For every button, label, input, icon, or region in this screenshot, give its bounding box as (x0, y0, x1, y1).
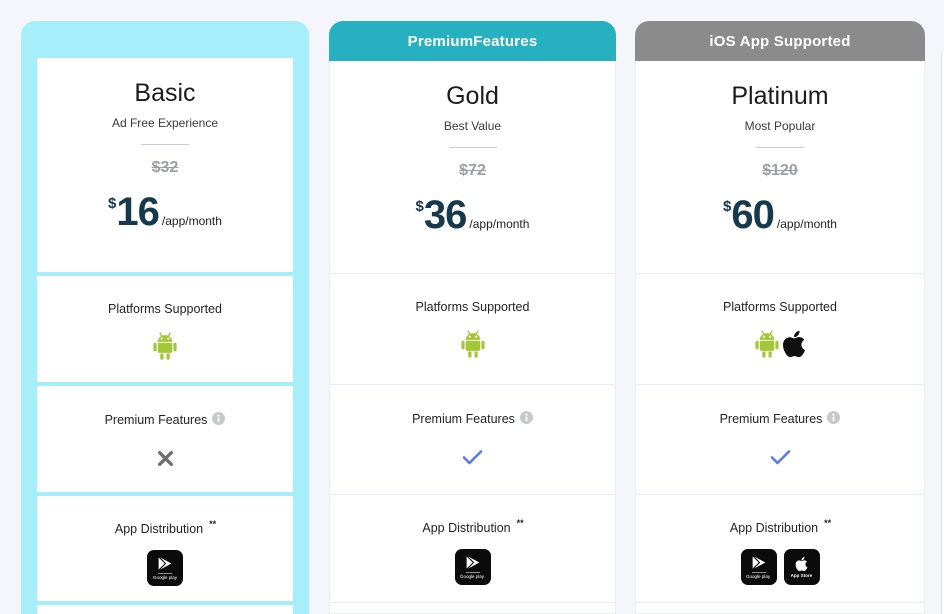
app-store-badge-label: App Store (790, 573, 813, 578)
price: $16/app/month (37, 192, 293, 232)
plan-name: Platinum (731, 82, 829, 110)
apple-icon (795, 556, 808, 571)
google-play-icon (158, 556, 172, 571)
premium-label: Premium Features (719, 412, 823, 426)
platinum-banner: iOS App Supported (635, 21, 925, 61)
plan-card-platinum: iOS App Supported Platinum Most Popular … (635, 21, 925, 614)
platinum-platforms-cell: Platforms Supported (636, 273, 924, 384)
gold-banner: PremiumFeatures (329, 21, 616, 61)
badge-microline (465, 572, 480, 573)
currency-symbol: $ (108, 195, 117, 212)
distribution-label: App Distribution (422, 521, 511, 535)
platinum-premium-cell: Premium Features (636, 384, 924, 494)
plan-card-gold: PremiumFeatures Gold Best Value $72 $36/… (329, 21, 616, 614)
basic-platforms-cell: Platforms Supported (37, 276, 293, 382)
check-icon (770, 449, 790, 464)
plan-tagline: Best Value (443, 119, 502, 133)
old-price: $72 (459, 162, 486, 179)
cross-icon (157, 450, 173, 466)
google-play-badge[interactable]: Google play (147, 550, 183, 586)
old-price: $120 (762, 162, 798, 179)
android-icon (153, 332, 177, 360)
price: $60/app/month (636, 195, 924, 235)
basic-next-cell (37, 605, 293, 614)
premium-label: Premium Features (104, 413, 208, 427)
price-amount: 36 (423, 193, 467, 237)
info-icon[interactable] (212, 412, 226, 425)
premium-label: Premium Features (412, 412, 515, 426)
old-price: $32 (151, 159, 179, 176)
price: $36/app/month (330, 195, 615, 235)
google-play-badge-label: Google play (152, 575, 178, 581)
gold-distribution-cell: App Distribution ** Google play (330, 494, 615, 602)
badge-microline (751, 572, 766, 573)
divider (141, 144, 189, 145)
divider (756, 147, 804, 148)
google-play-badge-label: Google play (746, 574, 771, 580)
info-icon[interactable] (827, 411, 841, 424)
distribution-label: App Distribution (114, 522, 204, 536)
plan-tagline: Ad Free Experience (111, 116, 219, 130)
google-play-badge[interactable]: Google play (454, 549, 491, 585)
partial-next-card (941, 52, 944, 614)
platinum-next-cell (636, 602, 924, 613)
android-icon (755, 330, 779, 358)
check-icon (462, 449, 483, 464)
badge-microline (158, 573, 172, 574)
apple-icon (782, 330, 806, 358)
app-store-badge[interactable]: App Store (783, 549, 820, 585)
currency-symbol: $ (723, 198, 732, 215)
plan-card-basic: Basic Ad Free Experience $32 $16/app/mon… (21, 21, 309, 614)
basic-premium-cell: Premium Features (37, 386, 293, 492)
plan-name: Basic (134, 79, 196, 107)
price-amount: 16 (116, 190, 159, 234)
platforms-label: Platforms Supported (415, 300, 530, 314)
android-icon (460, 330, 485, 358)
plan-name: Gold (446, 82, 499, 110)
basic-plan-header: Basic Ad Free Experience $32 $16/app/mon… (37, 58, 293, 272)
price-period: /app/month (776, 217, 837, 231)
distribution-note: ** (824, 518, 832, 528)
google-play-icon (465, 555, 479, 570)
price-period: /app/month (469, 217, 530, 231)
divider (448, 147, 497, 148)
gold-plan-header: Gold Best Value $72 $36/app/month (330, 61, 615, 273)
plan-tagline: Most Popular (744, 119, 816, 133)
gold-platforms-cell: Platforms Supported (330, 273, 615, 384)
platforms-label: Platforms Supported (723, 300, 837, 314)
currency-symbol: $ (415, 198, 424, 215)
platinum-distribution-cell: App Distribution ** Google play App Store (636, 494, 924, 602)
distribution-label: App Distribution (729, 521, 819, 535)
gold-premium-cell: Premium Features (330, 384, 615, 494)
platinum-plan-header: Platinum Most Popular $120 $60/app/month (636, 61, 924, 273)
price-amount: 60 (731, 193, 774, 237)
google-play-icon (751, 555, 765, 570)
platforms-label: Platforms Supported (108, 302, 222, 316)
info-icon[interactable] (519, 411, 533, 424)
distribution-note: ** (209, 519, 217, 529)
google-play-badge[interactable]: Google play (740, 549, 777, 585)
price-period: /app/month (161, 214, 222, 228)
google-play-badge-label: Google play (460, 574, 485, 580)
distribution-note: ** (516, 518, 524, 528)
basic-distribution-cell: App Distribution ** Google play (37, 496, 293, 601)
gold-next-cell (330, 602, 615, 613)
